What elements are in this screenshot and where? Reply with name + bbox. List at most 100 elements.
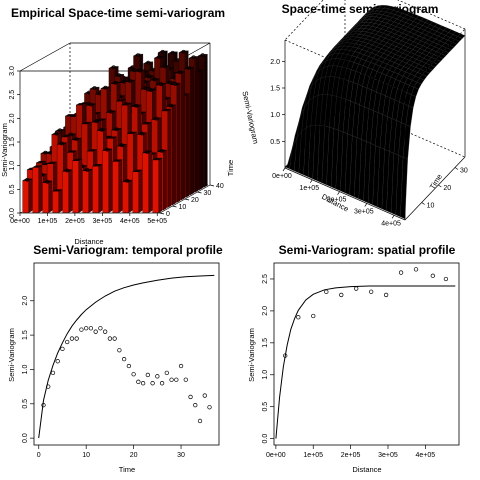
empirical-bar-point <box>43 150 48 155</box>
empirical-bar <box>142 150 153 213</box>
empirical-bar <box>32 165 43 213</box>
empirical-bar-top <box>35 160 47 164</box>
empirical-bar-point <box>128 79 132 83</box>
empirical-bar-top <box>167 51 178 54</box>
p3-xtick-label: 0 <box>37 452 41 459</box>
p3-point <box>145 372 150 378</box>
empirical-bar-front <box>132 171 139 213</box>
empirical-bar-point <box>139 131 144 136</box>
empirical-bar-point <box>154 116 159 121</box>
p3-point <box>46 384 51 389</box>
model-surface-facet <box>400 157 408 220</box>
model-surface-time-ticks: 10 20 30 <box>421 167 468 210</box>
empirical-bar-point <box>103 85 108 90</box>
empirical-bar-top <box>153 56 165 59</box>
spatial-xlabel: Distance <box>352 465 381 474</box>
empirical-bar-point <box>146 60 151 65</box>
empirical-bar-side <box>148 150 153 213</box>
empirical-bar-point <box>105 147 110 152</box>
model-time-tick-label: 10 <box>427 203 435 210</box>
empirical-bar-front <box>102 150 109 213</box>
p4-point <box>443 276 449 282</box>
p3-point <box>150 381 155 386</box>
p4-xtick-label: 1e+05 <box>303 452 323 459</box>
empirical-bar-front <box>92 165 99 213</box>
p3-point <box>93 329 98 334</box>
p3-point <box>88 326 94 331</box>
model-time-tick-label: 30 <box>460 168 468 175</box>
empirical-bar-top <box>116 144 128 147</box>
empirical-bar-top <box>142 61 154 64</box>
empirical-bar-top <box>152 157 163 161</box>
empirical-bar-top <box>64 114 76 117</box>
empirical-bar-side <box>163 149 167 211</box>
empirical-bar-point <box>191 55 196 60</box>
model-surface-ylabel: Semi-Variogram <box>240 90 260 144</box>
p3-xtick-label: 30 <box>177 452 185 459</box>
p3-point <box>140 381 146 386</box>
p3-point <box>131 372 136 377</box>
model-box-hidden-edge <box>344 104 466 158</box>
p3-point <box>84 326 89 331</box>
empirical-bar-top <box>136 132 148 135</box>
empirical-bar-front <box>62 171 69 213</box>
p3-point <box>197 418 203 424</box>
empirical-gamma-tick-label: 1.5 <box>9 137 16 147</box>
p4-ytick-label: 2.0 <box>262 306 269 316</box>
model-distance-tick-mark <box>391 215 395 219</box>
empirical-bar-front <box>82 170 89 213</box>
empirical-bar-point <box>157 55 161 60</box>
empirical-bar-top <box>54 129 66 132</box>
empirical-bar-top <box>155 83 167 86</box>
model-box-hidden-edge <box>284 39 406 93</box>
empirical-bar <box>112 159 123 213</box>
p3-point <box>183 377 188 382</box>
empirical-time-tick-label: 40 <box>216 183 224 190</box>
empirical-bar-side <box>128 179 133 213</box>
p4-xtick-label: 3e+05 <box>378 452 398 459</box>
empirical-time-tick-mark <box>209 184 215 187</box>
empirical-time-tick-label: 10 <box>179 204 187 211</box>
model-distance-tick-label: 1e+05 <box>299 185 319 192</box>
empirical-bar-side <box>98 164 103 213</box>
empirical-gamma-tick-label: 2.0 <box>9 113 16 123</box>
p3-ytick-label: 1.0 <box>22 364 29 374</box>
empirical-bar-point <box>119 143 124 148</box>
p4-point <box>339 292 344 298</box>
p3-point <box>121 357 127 362</box>
empirical-bar-top <box>112 159 123 162</box>
empirical-bar-point <box>159 82 163 87</box>
empirical-bars <box>22 49 208 213</box>
empirical-bar-point <box>117 73 121 78</box>
spatial-plot-frame <box>273 262 460 446</box>
empirical-bar <box>42 179 53 213</box>
p3-point <box>155 374 160 379</box>
empirical-distance-tick-label: 2e+05 <box>65 218 85 225</box>
model-distance-tick-label: 3e+05 <box>354 208 374 215</box>
empirical-bar-point <box>113 80 118 85</box>
model-surface-xlabel: Distance <box>320 192 350 214</box>
model-surface-title: Space-time semi-variogram <box>282 2 439 16</box>
empirical-bar-top <box>111 128 122 131</box>
empirical-bar-point <box>99 127 104 132</box>
model-box-hidden-edge <box>397 0 466 30</box>
model-surface-distance-ticks: 0e+00 1e+05 2e+05 3e+05 4e+05 <box>272 167 401 227</box>
model-gamma-tick-label: 1.0 <box>270 112 280 119</box>
empirical-bar-point <box>160 49 165 54</box>
empirical-bar-point <box>54 131 59 136</box>
empirical-bar-point <box>94 119 99 124</box>
empirical-bar-point <box>187 66 191 70</box>
empirical-bar <box>92 164 103 213</box>
empirical-bar-top <box>51 132 62 135</box>
p3-xtick-label: 10 <box>82 452 90 459</box>
model-box-hidden-edge <box>404 28 466 93</box>
empirical-bar-front <box>52 191 59 213</box>
empirical-bar-side <box>28 178 33 213</box>
model-surface-gamma-ticks: 0.5 1.0 1.5 2.0 <box>270 59 285 146</box>
empirical-ylabel: Semi-Variogram <box>0 123 9 177</box>
p3-point <box>159 381 165 386</box>
empirical-bar-point <box>65 168 70 173</box>
empirical-bar-point <box>159 149 164 153</box>
empirical-bar-top <box>96 128 108 131</box>
model-distance-tick-label: 2e+05 <box>327 197 347 204</box>
